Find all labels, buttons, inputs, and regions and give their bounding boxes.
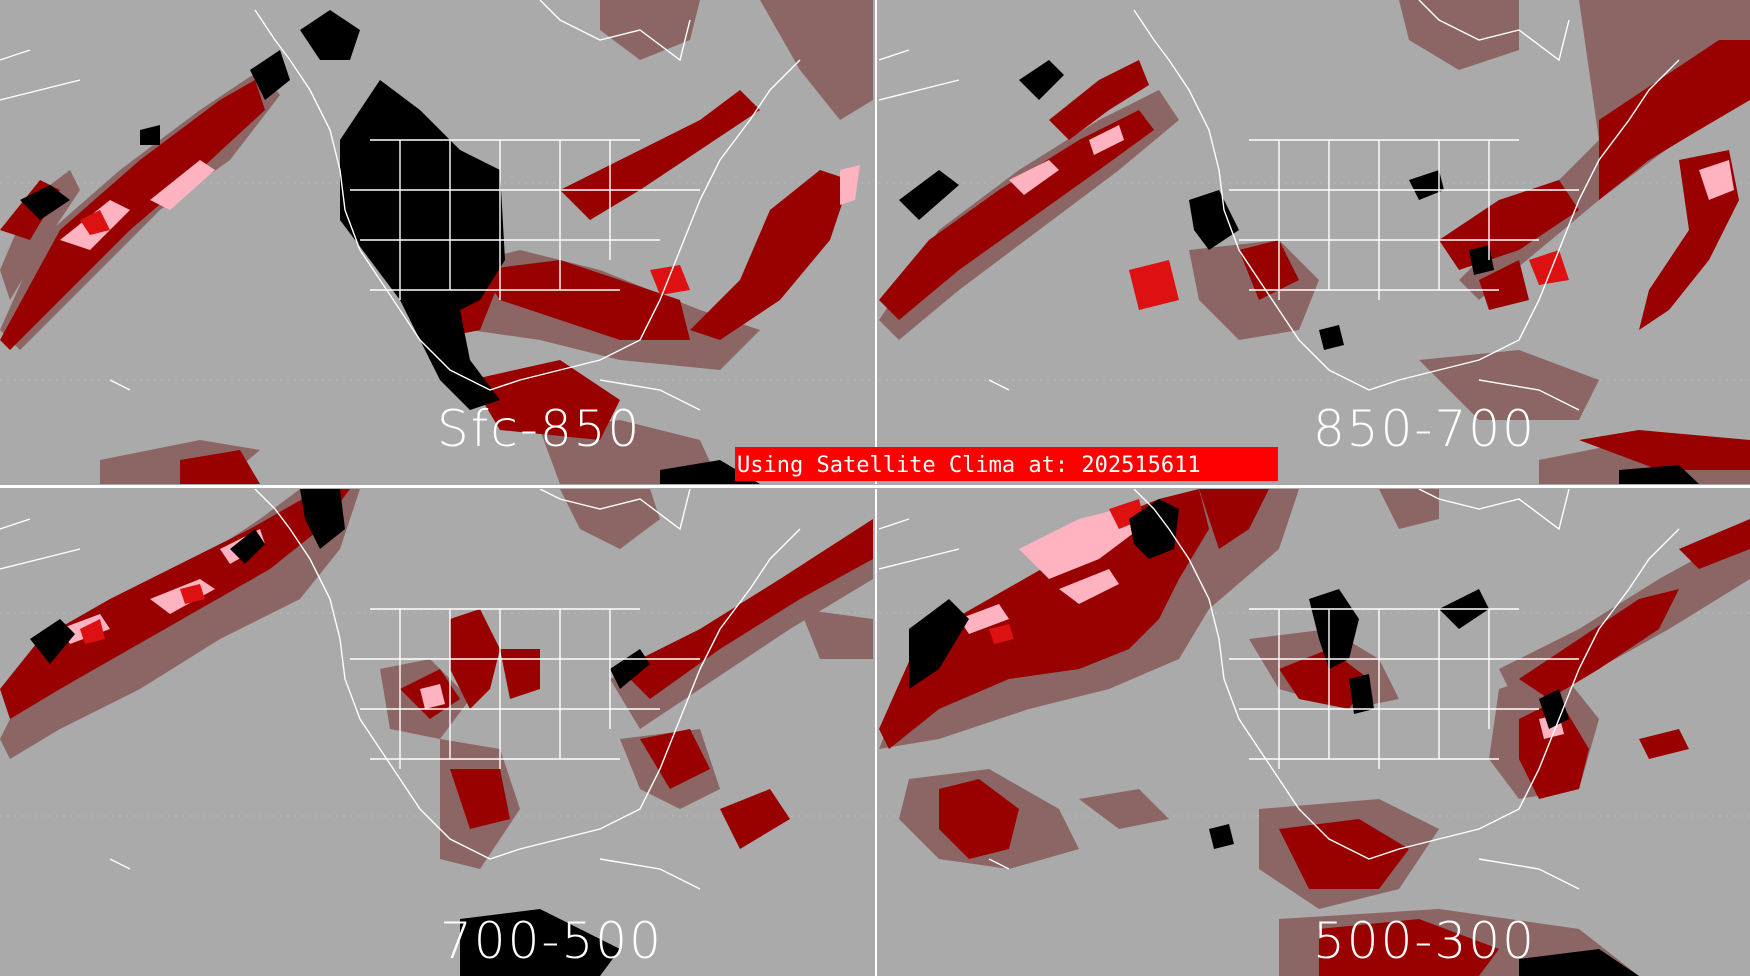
black-region xyxy=(899,60,1699,484)
horizontal-divider xyxy=(0,484,1750,489)
map-850-700 xyxy=(879,0,1750,484)
grayish-red-region xyxy=(879,489,1750,976)
panel-label-500-300: 500-300 xyxy=(1313,912,1536,970)
red-region xyxy=(80,584,205,644)
panel-label-sfc-850: Sfc-850 xyxy=(437,400,642,458)
dark-red-region xyxy=(879,489,1750,976)
map-panel-700-500: 700-500 xyxy=(0,489,873,976)
satellite-clima-banner: Using Satellite Clima at: 202515611 xyxy=(735,447,1278,481)
coastline-and-borders xyxy=(879,0,1680,411)
graticule xyxy=(879,182,1750,381)
pink-region xyxy=(1009,125,1734,200)
coastline-and-borders xyxy=(879,489,1680,890)
black-region xyxy=(20,10,760,484)
map-panel-sfc-850: Sfc-850 xyxy=(0,0,873,484)
black-region xyxy=(909,499,1639,976)
map-700-500 xyxy=(0,489,873,976)
dark-red-region xyxy=(879,40,1750,470)
panel-label-850-700: 850-700 xyxy=(1313,400,1536,458)
black-region xyxy=(30,489,650,976)
red-region xyxy=(80,210,690,295)
panel-label-700-500: 700-500 xyxy=(440,912,663,970)
red-region xyxy=(1129,250,1569,310)
map-500-300 xyxy=(879,489,1750,976)
map-panel-500-300: 500-300 xyxy=(879,489,1750,976)
coastline-and-borders xyxy=(0,0,801,411)
coastline-and-borders xyxy=(0,489,801,890)
map-sfc-850 xyxy=(0,0,873,484)
map-panel-850-700: 850-700 xyxy=(879,0,1750,484)
